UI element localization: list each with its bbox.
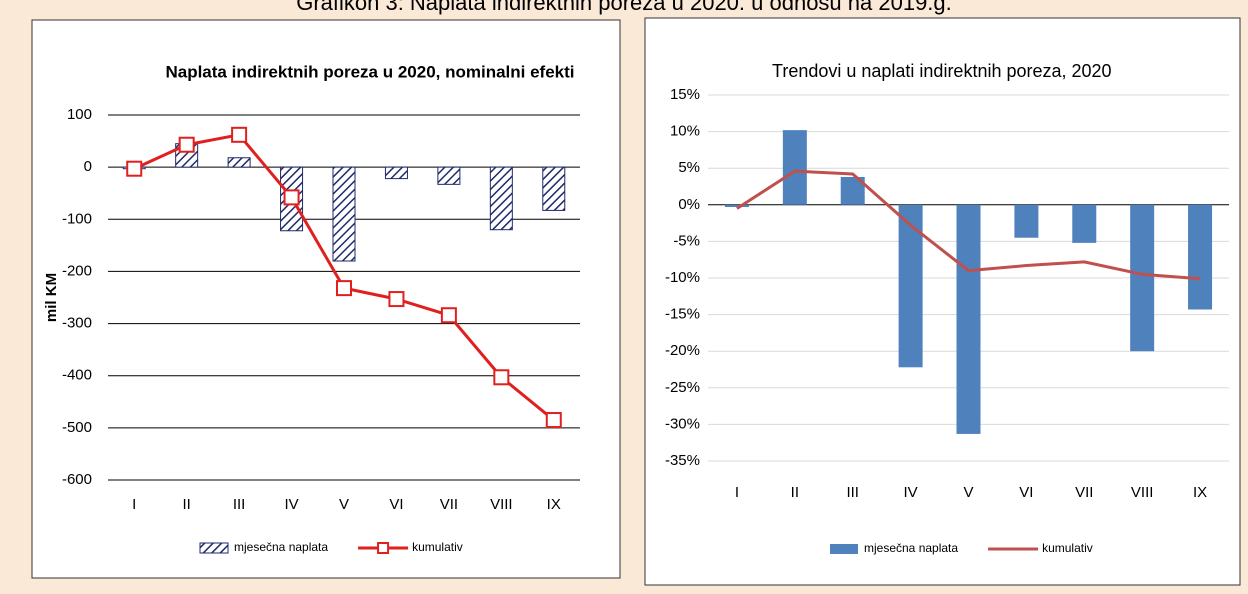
marker [231,126,248,143]
marker [388,291,405,308]
bar [898,204,923,368]
legend-swatch [199,542,229,554]
y-tick-label: -20% [665,342,700,359]
y-tick-label: -10% [665,269,700,286]
y-axis-label: mil KM [43,273,60,322]
bar [1130,204,1155,352]
y-tick-label: -500 [62,419,92,436]
legend-label: kumulativ [412,540,463,554]
x-tick-label: IX [1193,484,1207,501]
bar [489,166,513,231]
bar [782,130,807,205]
x-tick-label: V [963,484,973,501]
x-tick-label: VIII [490,496,513,513]
y-tick-label: -35% [665,452,700,469]
x-tick-label: II [791,484,799,501]
y-tick-label: -100 [62,210,92,227]
marker [440,307,457,324]
x-tick-label: V [339,496,349,513]
bar [1072,204,1097,243]
bar [1188,204,1213,310]
marker [336,280,352,297]
bar [384,166,408,180]
chart-title: Naplata indirektnih poreza u 2020, nomin… [165,62,574,81]
y-tick-label: -200 [62,262,92,279]
bar [724,204,749,207]
bar [437,166,461,185]
x-tick-label: VI [1019,484,1033,501]
bar [332,166,356,262]
x-tick-label: VI [389,496,403,513]
x-tick-label: VIII [1131,484,1154,501]
y-tick-label: -600 [62,471,92,488]
x-tick-label: IV [284,496,298,513]
y-tick-label: 0% [678,196,700,213]
legend-label: mjesečna naplata [234,540,328,554]
y-tick-label: 5% [678,159,700,176]
marker [178,136,195,153]
y-tick-label: -25% [665,379,700,396]
marker [283,189,300,206]
bar [227,157,251,168]
y-tick-label: -15% [665,306,700,323]
legend-swatch [830,544,858,554]
x-tick-label: IX [547,496,561,513]
legend-label: kumulativ [1042,541,1093,555]
y-tick-label: 100 [67,106,92,123]
chart-frame [31,19,621,579]
y-tick-label: -30% [665,415,700,432]
marker [126,160,143,177]
legend-marker [377,542,390,554]
x-tick-label: III [846,484,859,501]
x-tick-label: III [233,496,246,513]
y-tick-label: -300 [62,315,92,332]
marker [545,412,562,429]
chart-title: Trendovi u naplati indirektnih poreza, 2… [772,61,1112,81]
x-tick-label: I [735,484,739,501]
x-tick-label: II [182,496,190,513]
y-tick-label: -400 [62,367,92,384]
x-tick-label: IV [904,484,918,501]
y-tick-label: 15% [670,86,700,103]
y-tick-label: 10% [670,123,700,140]
legend-label: mjesečna naplata [864,541,958,555]
x-tick-label: I [132,496,136,513]
y-tick-label: 0 [84,158,92,175]
x-tick-label: VII [1075,484,1093,501]
figure-title: Grafikon 3: Naplata indirektnih poreza u… [296,0,952,15]
bar [956,204,981,434]
y-tick-label: -5% [673,232,700,249]
marker [493,369,510,386]
bar [1014,204,1039,238]
line [736,169,1201,281]
x-tick-label: VII [440,496,458,513]
bar [542,166,566,211]
